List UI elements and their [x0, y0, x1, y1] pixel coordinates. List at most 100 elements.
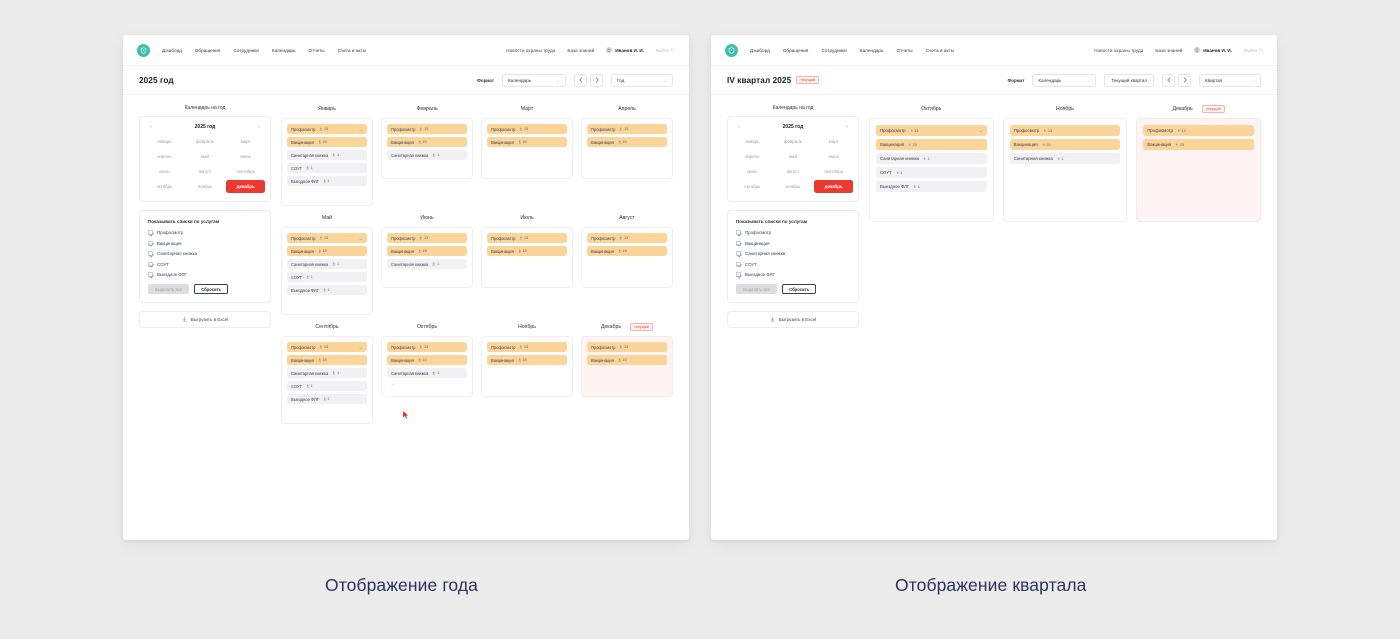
nav-link-dashboard[interactable]: Дэшборд — [162, 47, 182, 53]
service-row[interactable]: Санитарная книжка 1 — [387, 368, 467, 378]
checkbox-icon[interactable] — [148, 272, 153, 277]
month-cell-january[interactable]: январь — [157, 139, 172, 144]
filter-row-flg[interactable]: Выездное ФЛГ — [736, 272, 850, 277]
nav-link-requests[interactable]: Обращения — [782, 47, 809, 53]
nav-link-knowledge-base[interactable]: База знаний — [567, 47, 595, 53]
nav-link-calendar[interactable]: Календарь — [271, 47, 296, 53]
month-cell-november[interactable]: ноябрь — [785, 184, 801, 189]
nav-link-employees[interactable]: Сотрудники — [233, 47, 259, 53]
service-row[interactable]: Вакцинация 15 — [1009, 139, 1121, 150]
prev-period-button[interactable] — [1162, 73, 1175, 87]
service-row[interactable]: Профосмотр 13 — [387, 342, 467, 352]
open-arrow-icon[interactable]: → — [978, 128, 983, 133]
reset-button[interactable]: Сбросить — [194, 284, 229, 294]
checkbox-icon[interactable] — [736, 261, 741, 267]
checkbox-icon[interactable] — [736, 272, 741, 277]
service-row[interactable]: Вакцинация 15 — [487, 137, 567, 147]
service-row[interactable]: Вакцинация 15 — [387, 246, 467, 256]
month-cell-october[interactable]: октябрь — [744, 184, 761, 189]
month-cell-january[interactable]: январь — [745, 139, 760, 144]
nav-link-reports[interactable]: Отчеты — [896, 47, 913, 53]
service-row[interactable]: СОУТ 1 — [876, 167, 987, 178]
export-excel-button[interactable]: Выгрузить в Excel — [139, 311, 271, 328]
service-row[interactable]: Вакцинация 15 — [287, 355, 367, 365]
checkbox-icon[interactable] — [148, 230, 153, 235]
month-cell-april[interactable]: апрель — [157, 154, 172, 159]
logout-button[interactable]: Выйти — [1244, 48, 1263, 53]
filter-row-sanbook[interactable]: Санитарная книжка — [148, 251, 262, 256]
service-row[interactable]: Профосмотр 13 — [387, 233, 467, 243]
month-cell-december[interactable]: декабрь — [226, 180, 265, 193]
service-row[interactable]: Профосмотр 13 → — [287, 124, 367, 134]
nav-link-invoices[interactable]: Счета и акты — [337, 47, 367, 53]
service-row[interactable]: Вакцинация 15 — [876, 139, 987, 150]
service-row[interactable]: Санитарная книжка 1 — [876, 153, 987, 164]
select-all-button[interactable]: Выделить все — [736, 284, 778, 294]
month-cell-november[interactable]: ноябрь — [197, 184, 213, 189]
service-row[interactable]: Профосмотр 13 — [487, 233, 567, 243]
service-row[interactable]: Санитарная книжка 1 — [387, 150, 467, 160]
service-row[interactable]: Вакцинация 15 — [387, 137, 467, 147]
open-arrow-icon[interactable]: → — [358, 344, 364, 350]
filter-row-sanbook[interactable]: Санитарная книжка — [736, 251, 850, 256]
checkbox-icon[interactable] — [148, 251, 153, 256]
checkbox-icon[interactable] — [148, 240, 153, 246]
service-row[interactable]: Профосмотр 13 — [1009, 125, 1121, 136]
month-cell-july[interactable]: июль — [159, 169, 170, 174]
filter-row-vaccination[interactable]: Вакцинация — [148, 240, 262, 246]
select-all-button[interactable]: Выделить все — [148, 284, 190, 294]
logout-button[interactable]: Выйти — [656, 48, 675, 53]
open-arrow-icon[interactable]: → — [358, 235, 364, 241]
nav-link-reports[interactable]: Отчеты — [308, 47, 325, 53]
current-quarter-button[interactable]: Текущий квартал — [1104, 73, 1154, 87]
service-row[interactable]: СОУТ 1 — [287, 381, 367, 391]
service-row[interactable]: Вакцинация 15 — [487, 355, 567, 365]
service-row[interactable]: Профосмотр 13 → — [876, 125, 987, 136]
service-row[interactable]: СОУТ 1 — [287, 163, 367, 173]
shield-logo-icon[interactable] — [725, 43, 738, 57]
service-row[interactable]: Санитарная книжка 1 — [387, 259, 467, 269]
nav-link-news[interactable]: Новости охраны труда — [1094, 47, 1144, 53]
service-row[interactable]: Профосмотр 13 → — [287, 342, 367, 352]
month-cell-august[interactable]: август — [198, 169, 212, 174]
service-row[interactable]: Вакцинация 15 — [287, 137, 367, 147]
month-cell-february[interactable]: февраль — [195, 139, 215, 144]
month-cell-july[interactable]: июль — [747, 169, 758, 174]
service-row[interactable]: Выездное ФЛГ 1 — [287, 394, 367, 404]
service-row[interactable]: Выездное ФЛГ 1 — [287, 176, 367, 186]
month-cell-march[interactable]: март — [240, 139, 251, 144]
month-cell-june[interactable]: июнь — [240, 154, 251, 159]
service-row[interactable]: Санитарная книжка 1 — [287, 259, 367, 269]
service-row[interactable]: Профосмотр 13 — [1143, 125, 1254, 136]
month-cell-march[interactable]: март — [828, 139, 839, 144]
filter-row-sout[interactable]: СОУТ — [148, 261, 262, 267]
filter-row-profosmotr[interactable]: Профосмотр — [736, 230, 850, 235]
service-row[interactable]: Санитарная книжка 1 — [287, 368, 367, 378]
filter-row-profosmotr[interactable]: Профосмотр — [148, 230, 262, 235]
format-select[interactable]: Календарь ⌄ — [1032, 73, 1097, 87]
service-row[interactable]: Профосмотр 13 — [487, 342, 567, 352]
service-row[interactable]: Выездное ФЛГ 1 — [876, 181, 987, 192]
checkbox-icon[interactable] — [148, 261, 153, 267]
month-cell-december[interactable]: декабрь — [814, 180, 853, 193]
month-cell-february[interactable]: февраль — [783, 139, 803, 144]
checkbox-icon[interactable] — [736, 230, 741, 235]
next-period-button[interactable] — [1178, 73, 1191, 87]
service-row[interactable]: Вакцинация 15 — [587, 355, 667, 365]
filter-row-vaccination[interactable]: Вакцинация — [736, 240, 850, 246]
prev-period-button[interactable] — [574, 73, 587, 87]
nav-link-dashboard[interactable]: Дэшборд — [750, 47, 770, 53]
nav-link-invoices[interactable]: Счета и акты — [925, 47, 955, 53]
service-row[interactable]: Профосмотр 13 → — [287, 233, 367, 243]
nav-link-employees[interactable]: Сотрудники — [821, 47, 847, 53]
range-select[interactable]: Год ⌄ — [611, 73, 673, 87]
service-row[interactable]: Профосмотр 13 — [587, 233, 667, 243]
service-row[interactable]: Вакцинация 15 — [587, 137, 667, 147]
service-row[interactable]: Профосмотр 13 — [387, 124, 467, 134]
user-menu[interactable]: Иванов И. И. — [606, 47, 644, 53]
service-row[interactable]: Санитарная книжка 1 — [287, 150, 367, 160]
nav-link-knowledge-base[interactable]: База знаний — [1155, 47, 1183, 53]
month-cell-june[interactable]: июнь — [828, 154, 839, 159]
export-excel-button[interactable]: Выгрузить в Excel — [727, 311, 859, 328]
reset-button[interactable]: Сбросить — [782, 284, 817, 294]
